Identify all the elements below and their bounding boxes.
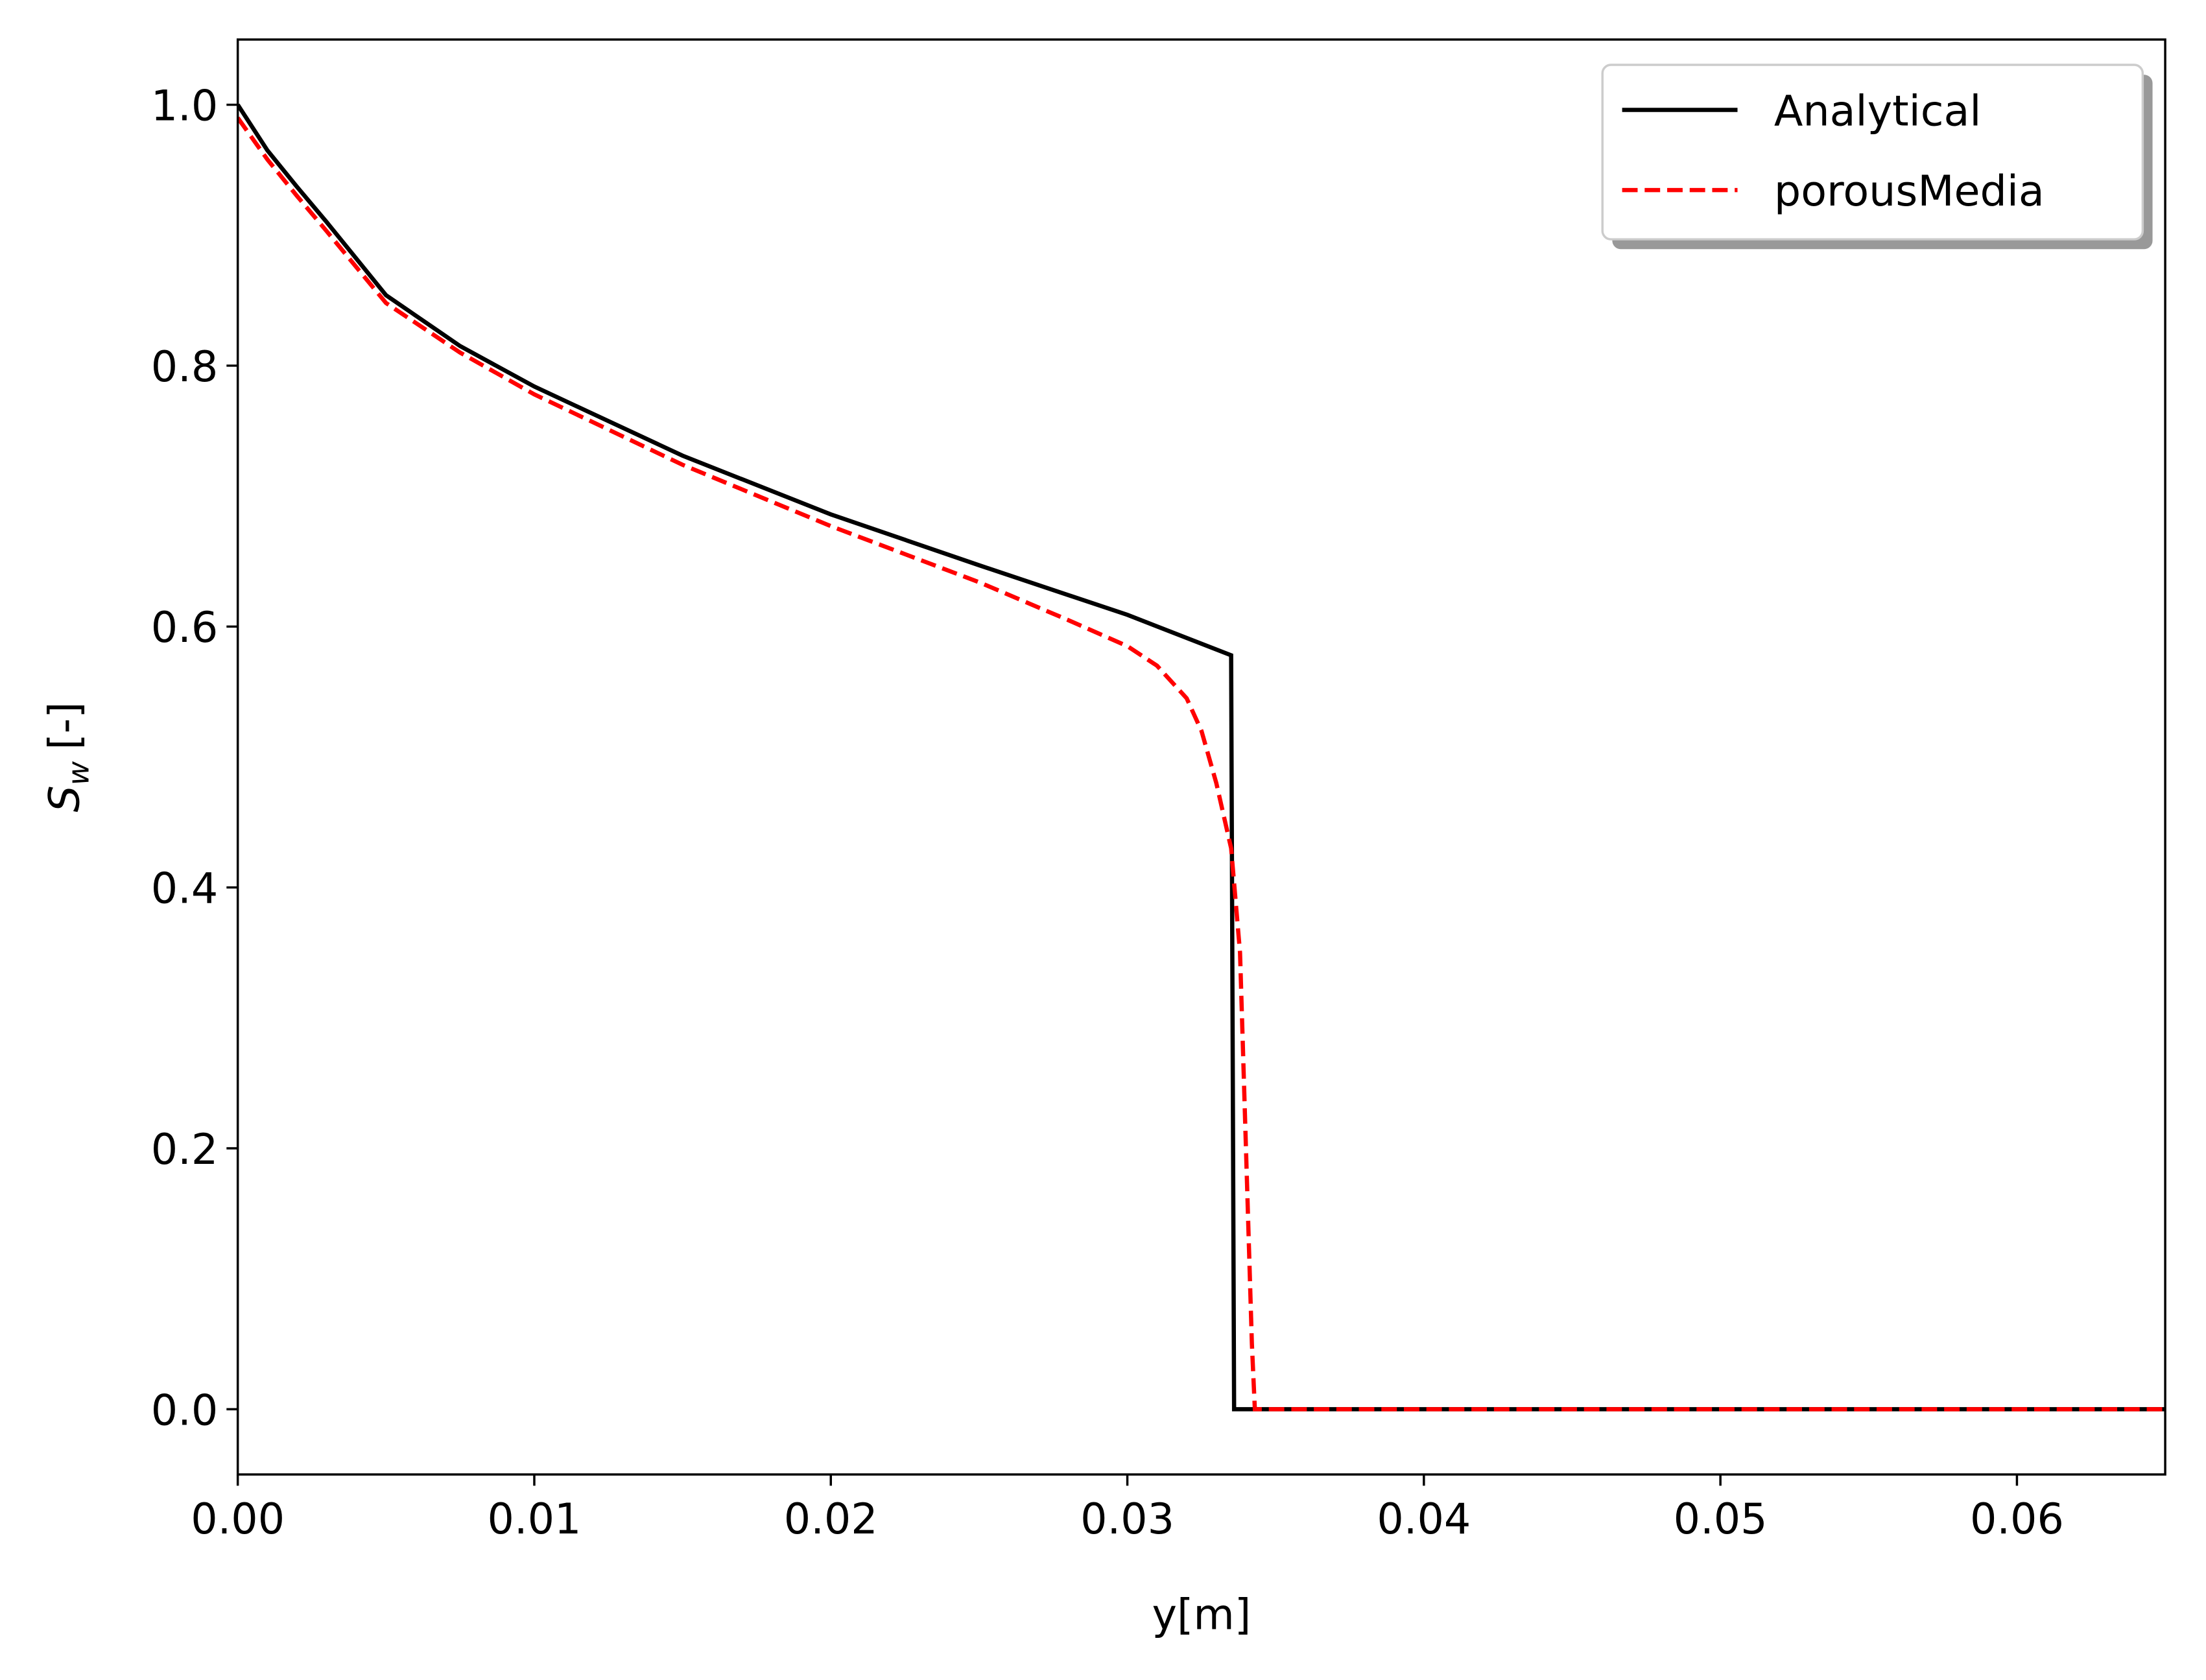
- legend-label: Analytical: [1774, 87, 1982, 136]
- x-tick-label: 0.05: [1674, 1495, 1768, 1544]
- y-tick-label: 0.4: [151, 865, 219, 914]
- x-tick-label: 0.03: [1080, 1495, 1174, 1544]
- y-tick-label: 0.2: [151, 1126, 219, 1174]
- x-tick-label: 0.04: [1377, 1495, 1471, 1544]
- plot-area: [237, 103, 2166, 1412]
- x-tick-label: 0.00: [191, 1495, 285, 1544]
- y-label-symbol: S: [41, 785, 89, 812]
- y-label-subscript: w: [62, 761, 96, 785]
- x-axis-label: y[m]: [1152, 1591, 1251, 1640]
- y-tick-label: 0.6: [151, 604, 219, 652]
- x-tick-label: 0.02: [784, 1495, 878, 1544]
- y-label-unit: [-]: [41, 702, 89, 750]
- x-tick-label: 0.01: [488, 1495, 582, 1544]
- y-tick-label: 1.0: [151, 82, 219, 130]
- data-line: [237, 116, 2166, 1412]
- y-tick-label: 0.8: [151, 343, 219, 392]
- legend-label: porousMedia: [1774, 167, 2045, 216]
- y-axis-label: Sw [-]: [41, 702, 96, 812]
- data-line: [237, 103, 2166, 1412]
- x-tick-label: 0.06: [1970, 1495, 2064, 1544]
- y-tick-label: 0.0: [151, 1386, 219, 1435]
- plot-frame: [236, 38, 2166, 1476]
